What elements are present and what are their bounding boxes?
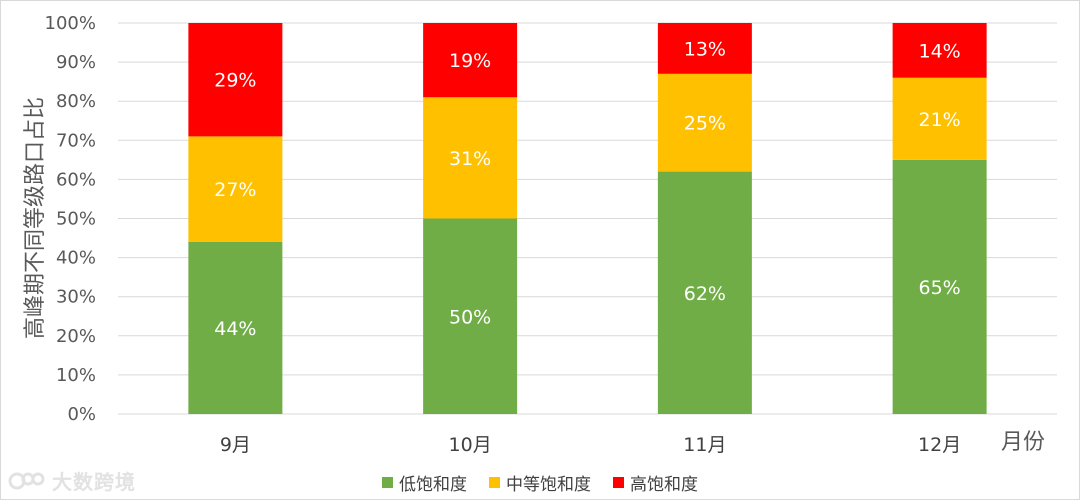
logo-mark-icon — [8, 472, 45, 489]
y-tick-label: 60% — [56, 169, 96, 190]
bar-segment — [188, 23, 283, 137]
watermark-text: 大数跨境 — [52, 470, 136, 494]
data-label: 29% — [214, 70, 256, 92]
data-label: 50% — [449, 306, 491, 328]
stacked-percent-bar-chart: 0% 10% 20% 30% 40% 50% 60% 70% 80% 90% 100% 44% 27%… — [23, 13, 1057, 456]
legend-label: 中等饱和度 — [506, 474, 591, 495]
bar-segment — [892, 23, 987, 78]
bar-segment — [657, 73, 752, 172]
legend-swatch — [382, 476, 393, 488]
x-axis-title: 月份 — [1001, 430, 1045, 455]
y-axis-tick-labels: 0% 10% 20% 30% 40% 50% 60% 70% 80% 90% 100% — [45, 13, 96, 425]
x-category-label: 10月 — [449, 434, 492, 456]
x-category-label: 9月 — [220, 434, 251, 456]
data-label: 21% — [919, 109, 961, 131]
bar-segment — [423, 23, 518, 98]
legend-swatch — [489, 476, 500, 488]
legend-label: 低饱和度 — [399, 474, 467, 495]
y-tick-label: 90% — [56, 52, 96, 73]
y-tick-label: 40% — [56, 248, 96, 269]
y-tick-label: 30% — [56, 287, 96, 308]
data-label: 65% — [919, 277, 961, 299]
bar-segment — [423, 218, 518, 414]
y-tick-label: 10% — [56, 365, 96, 386]
legend: 低饱和度 中等饱和度 高饱和度 — [0, 470, 1080, 495]
bars: 44% 27% 29% 50% 31% 19% 62% 25% 13% 65% 21% 14% — [188, 23, 987, 414]
y-tick-label: 50% — [56, 209, 96, 230]
y-tick-label: 20% — [56, 326, 96, 347]
legend-item: 低饱和度 — [382, 470, 467, 495]
x-axis-category-labels: 9月 10月 11月 12月 — [220, 434, 961, 456]
y-tick-label: 70% — [56, 130, 96, 151]
data-label: 27% — [214, 179, 256, 201]
data-label: 14% — [919, 40, 961, 62]
y-tick-label: 80% — [56, 91, 96, 112]
bar-segment — [423, 97, 518, 219]
y-axis-title: 高峰期不同等级路口占比 — [23, 97, 48, 339]
bar-segment — [892, 77, 987, 160]
legend-swatch — [613, 476, 624, 488]
x-category-label: 12月 — [918, 434, 961, 456]
x-category-label: 11月 — [683, 434, 726, 456]
y-tick-label: 0% — [67, 404, 96, 425]
data-label: 19% — [449, 50, 491, 72]
data-label: 44% — [214, 318, 256, 340]
legend-item: 高饱和度 — [613, 470, 698, 495]
data-label: 25% — [684, 113, 726, 135]
bar-segment — [188, 241, 283, 414]
data-label: 13% — [684, 38, 726, 60]
data-label: 31% — [449, 148, 491, 170]
legend-label: 高饱和度 — [630, 474, 698, 495]
bar-segment — [657, 23, 752, 74]
bar-segment — [892, 159, 987, 414]
y-tick-label: 100% — [45, 13, 96, 34]
bar-segment — [657, 171, 752, 414]
legend-item: 中等饱和度 — [489, 470, 591, 495]
bar-segment — [188, 136, 283, 242]
watermark: 大数跨境 — [8, 466, 136, 495]
data-label: 62% — [684, 283, 726, 305]
